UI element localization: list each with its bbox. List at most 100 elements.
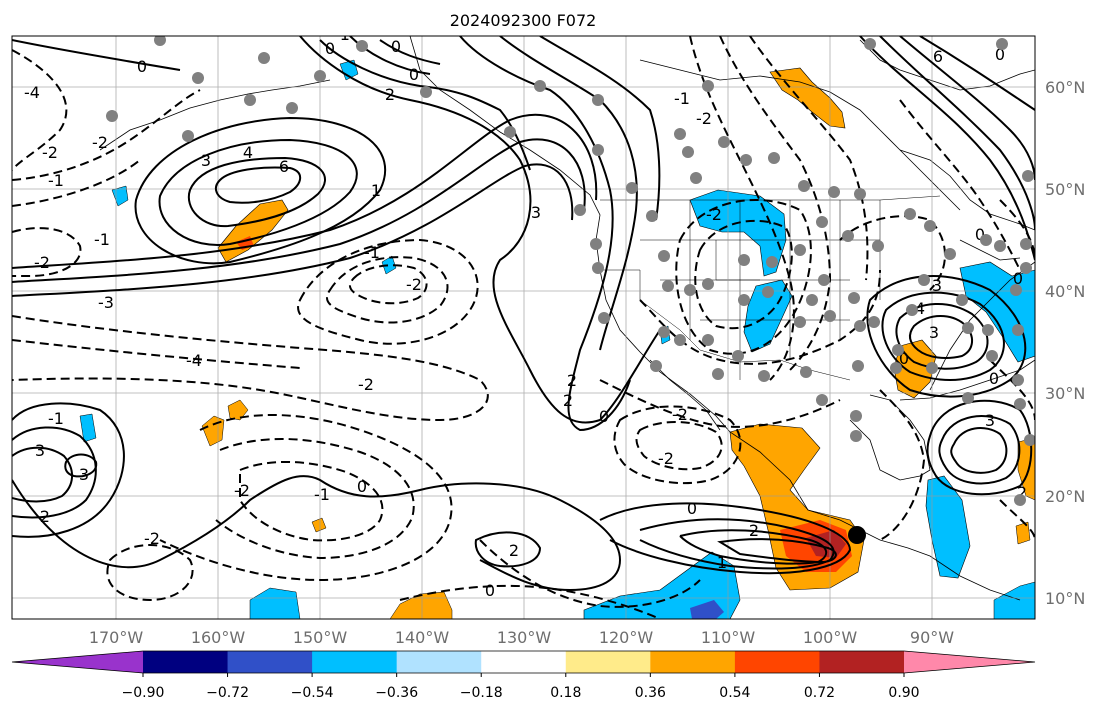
station-dot — [712, 368, 724, 380]
contour-label: 3 — [79, 465, 89, 484]
station-dot — [504, 126, 516, 138]
station-dot — [924, 220, 936, 232]
contour-label: 0 — [995, 45, 1005, 64]
station-dot — [850, 410, 862, 422]
contour-label: 0 — [599, 407, 609, 426]
colorbar-over-triangle — [904, 651, 1035, 673]
contour-label: -2 — [42, 143, 58, 162]
station-dot — [824, 310, 836, 322]
colorbar-segment — [565, 651, 651, 673]
station-dot — [154, 36, 166, 46]
station-dot — [956, 294, 968, 306]
contour-label: 0 — [409, 65, 419, 84]
contour-label: 0 — [325, 39, 335, 58]
lon-label: 90°W — [910, 628, 954, 647]
station-dot — [182, 130, 194, 142]
contour-label: -1 — [48, 409, 64, 428]
contour-label: 4 — [915, 299, 925, 318]
contour-label: -2 — [358, 375, 374, 394]
map-frame — [11, 35, 1036, 620]
contour-label: 2 — [385, 85, 395, 104]
station-dot — [626, 182, 638, 194]
colorbar-segment — [650, 651, 736, 673]
lon-label: 140°W — [395, 628, 450, 647]
latitude-labels: 60°N 50°N 40°N 30°N 20°N 10°N — [1045, 78, 1085, 608]
station-dot — [658, 326, 670, 338]
station-dot — [848, 292, 860, 304]
station-dot — [892, 344, 904, 356]
contour-label: 2 — [749, 521, 759, 540]
contour-label: 0 — [137, 57, 147, 76]
lon-label: 170°W — [89, 628, 144, 647]
map-area: -4-2-2-10-1-2-3-4-2-1-2-2 -1 0-2-2-2-1-23 4… — [12, 36, 1035, 619]
colorbar-tick-labels: −0.90 −0.72 −0.54 −0.36 −0.18 0.18 0.36 0.54 0.7… — [122, 673, 920, 701]
contour-label: 3 — [929, 323, 939, 342]
lon-label: 130°W — [497, 628, 552, 647]
contour-label: -2 — [92, 133, 108, 152]
station-dot — [592, 94, 604, 106]
contour-label: 0 — [357, 477, 367, 496]
colorbar-tick-label: 0.90 — [888, 685, 919, 701]
station-dot — [904, 208, 916, 220]
station-dot — [818, 274, 830, 286]
contour-label: -2 — [34, 253, 50, 272]
contour-labels: -4-2-2-10-1-2-3-4-2-1-2-2 -1 0-2-2-2-1-23 4… — [24, 36, 1027, 600]
colorbar-tick-label: 0.18 — [550, 685, 581, 701]
station-dot — [356, 40, 368, 52]
station-dot — [574, 204, 586, 216]
station-dot — [854, 188, 866, 200]
station-dot — [962, 322, 974, 334]
colorbar-under-triangle — [12, 651, 143, 673]
positive-contours — [12, 36, 1035, 592]
negative-contours — [12, 36, 1035, 619]
station-dot — [702, 80, 714, 92]
station-dot — [854, 320, 866, 332]
lon-label: 100°W — [803, 628, 858, 647]
contour-label: -1 — [48, 171, 64, 190]
station-dot — [944, 248, 956, 260]
station-dot — [816, 394, 828, 406]
station-dot — [800, 366, 812, 378]
station-dot — [996, 38, 1008, 50]
station-dot — [662, 280, 674, 292]
station-dot — [906, 304, 918, 316]
colorbar — [11, 650, 1036, 674]
lat-label: 10°N — [1045, 589, 1085, 608]
contour-label: 6 — [933, 47, 943, 66]
colorbar-tick-label: −0.36 — [375, 685, 418, 701]
station-dot — [994, 240, 1006, 252]
station-dot — [850, 430, 862, 442]
station-dot — [980, 234, 992, 246]
station-dot — [794, 316, 806, 328]
lat-label: 60°N — [1045, 78, 1085, 97]
map-title: 2024092300 F072 — [450, 11, 597, 30]
station-dot — [1020, 262, 1032, 274]
colorbar-segment — [227, 651, 313, 673]
station-dot — [740, 154, 752, 166]
contour-label: -1 — [314, 485, 330, 504]
contour-label: 6 — [279, 157, 289, 176]
station-dot — [258, 52, 270, 64]
contour-label: -2 — [706, 205, 722, 224]
station-dot — [658, 250, 670, 262]
colorbar-tick-label: −0.90 — [122, 685, 165, 701]
contour-label: 3 — [531, 203, 541, 222]
contour-label: -2 — [406, 275, 422, 294]
colorbar-segment — [481, 651, 567, 673]
contour-label: 0 — [485, 581, 495, 600]
station-dot — [674, 128, 686, 140]
contour-label: -2 — [696, 109, 712, 128]
station-dot — [852, 360, 864, 372]
colorbar-segment — [819, 651, 905, 673]
station-dot — [286, 102, 298, 114]
contour-label: 3 — [985, 411, 995, 430]
contour-label: 2 — [1017, 483, 1027, 502]
station-dot — [1024, 434, 1035, 446]
lat-label: 30°N — [1045, 384, 1085, 403]
station-dot — [592, 144, 604, 156]
station-dot — [1010, 284, 1022, 296]
station-dot — [674, 334, 686, 346]
contour-label: -2 — [234, 481, 250, 500]
contour-label: -2 — [144, 529, 160, 548]
